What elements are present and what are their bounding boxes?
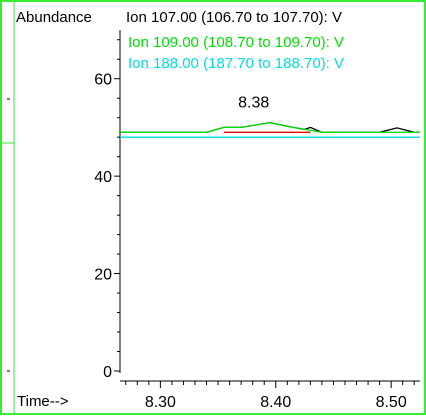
- x-tick-label: 8.30: [145, 394, 176, 411]
- axes: 0 20 40 60 8.30 8.40 8.50: [94, 30, 420, 411]
- x-tick-label: 8.40: [260, 394, 291, 411]
- legend: Ion 107.00 (106.70 to 107.70): V Ion 109.…: [126, 9, 344, 72]
- x-axis-label: Time-->: [17, 393, 69, 410]
- y-tick-label: 60: [94, 72, 112, 89]
- series-line-2: [120, 121, 420, 133]
- series-layer: [120, 121, 420, 138]
- legend-entry-2: Ion 109.00 (108.70 to 109.70): V: [128, 34, 344, 51]
- y-tick-label: 40: [94, 169, 112, 186]
- y-tick-label: 0: [103, 364, 112, 381]
- x-tick-label: 8.50: [376, 394, 407, 411]
- y-axis-label: Abundance: [16, 9, 92, 26]
- legend-entry-1: Ion 107.00 (106.70 to 107.70): V: [126, 9, 342, 26]
- series-line-1: [120, 121, 420, 133]
- peak-label: 8.38: [238, 95, 269, 112]
- legend-entry-3: Ion 188.00 (187.70 to 188.70): V: [128, 55, 344, 72]
- y-tick-label: 20: [94, 267, 112, 284]
- annotations: 8.38: [238, 95, 269, 112]
